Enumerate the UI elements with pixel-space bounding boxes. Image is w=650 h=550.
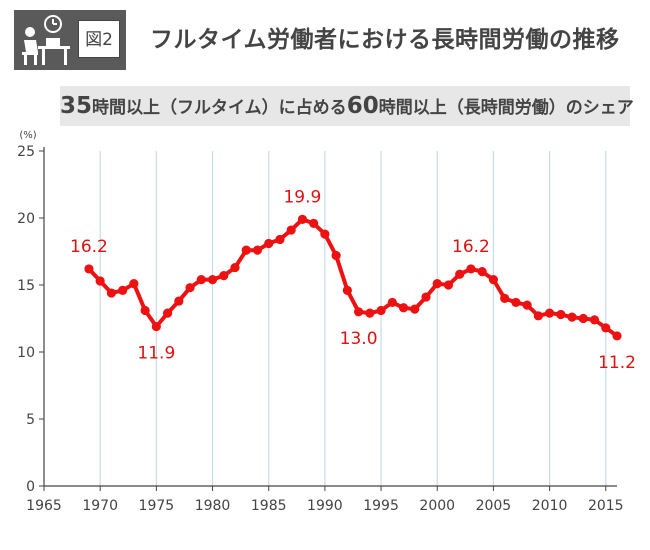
x-tick-label-2005: 2005 [476,498,512,514]
data-label-1993: 13.0 [340,329,378,349]
data-point-1995 [376,305,386,316]
data-point-1993 [353,307,364,317]
data-point-1976 [162,308,173,318]
y-tick-label-25: 25 [17,144,35,160]
data-label-1969: 16.2 [70,237,108,257]
data-point-1987 [286,225,296,235]
data-point-1972 [118,285,128,295]
x-tick-label-2000: 2000 [419,498,455,514]
data-point-1983 [241,245,251,255]
x-tick-label-1975: 1975 [139,498,175,514]
data-point-1984 [252,245,263,255]
data-point-2012 [567,312,577,322]
x-tick-label-1995: 1995 [363,498,399,514]
data-point-1989 [309,218,319,228]
data-point-1979 [196,275,206,285]
data-point-2014 [589,315,600,325]
data-point-2005 [488,275,499,285]
data-point-1977 [174,296,184,306]
data-point-2011 [556,309,566,320]
x-tick-label-1970: 1970 [82,498,118,514]
data-point-1985 [264,238,274,249]
y-tick-label-0: 0 [26,479,35,495]
data-label-1988: 19.9 [283,187,321,207]
data-point-1996 [387,297,397,308]
data-point-2000 [432,279,442,289]
data-point-1982 [230,262,240,273]
subtitle-text-part1: 時間以上（フルタイム）に占める [92,98,347,118]
y-tick-label-10: 10 [17,345,35,361]
x-tick-label-1965: 1965 [26,498,62,514]
data-point-1994 [365,308,375,318]
data-point-1981 [219,271,229,281]
data-point-2007 [511,297,521,308]
data-point-2010 [544,308,555,318]
chart-subtitle: 35時間以上（フルタイム）に占める60時間以上（長時間労働）のシェア [60,86,634,126]
data-point-1992 [342,285,352,295]
subtitle-number-35: 35 [60,93,93,119]
data-point-1999 [421,292,431,302]
data-point-2015 [601,323,611,333]
data-point-2002 [455,269,465,279]
data-point-2001 [443,280,454,290]
data-point-1978 [185,283,195,293]
grid-layer [99,151,607,486]
data-point-2009 [533,311,543,321]
y-tick-label-20: 20 [17,211,35,227]
y-tick-label-15: 15 [17,278,35,294]
data-point-2016 [612,331,622,341]
figure-badge: 図2 [14,10,126,70]
x-tick-label-1980: 1980 [195,498,231,514]
data-point-1990 [320,229,330,239]
data-point-1986 [275,234,285,245]
data-label-1975: 11.9 [137,344,175,364]
page-title: フルタイム労働者における長時間労働の推移 [150,27,620,53]
data-point-1973 [129,279,139,289]
figure-header: 図2 フルタイム労働者における長時間労働の推移 [0,0,650,72]
data-point-1971 [106,288,117,298]
data-point-1980 [207,275,218,285]
data-point-2008 [522,300,532,310]
data-point-1970 [95,276,105,286]
subtitle-text-part2: 時間以上（長時間労働）のシェア [378,98,634,118]
point-layer [84,214,622,341]
figure-number-label: 図2 [78,20,120,58]
data-point-2004 [477,267,487,277]
label-layer: 16.2 11.9 19.9 13.0 16.2 11.2 [70,187,636,373]
y-tick-label-5: 5 [26,412,35,428]
data-point-2003 [466,264,476,274]
axis-layer: 1965 1970 1975 1980 1985 1990 1995 2000 2005 2010… [17,130,623,514]
data-point-1997 [398,303,409,313]
data-point-1974 [140,305,150,316]
data-point-1998 [410,304,420,314]
data-label-2016: 11.2 [598,353,636,373]
x-tick-label-2010: 2010 [532,498,568,514]
data-point-2013 [578,313,588,324]
worker-at-desk-clock-icon [22,15,70,65]
data-point-1988 [297,214,308,224]
x-tick-label-2015: 2015 [588,498,624,514]
data-point-1969 [84,264,94,274]
data-point-1991 [331,250,341,261]
data-point-1975 [151,321,161,332]
subtitle-number-60: 60 [346,93,379,119]
x-tick-label-1990: 1990 [307,498,343,514]
y-axis-unit-label: (%) [19,130,36,141]
data-point-2006 [500,293,510,303]
x-tick-label-1985: 1985 [251,498,287,514]
data-label-2003: 16.2 [452,237,490,257]
